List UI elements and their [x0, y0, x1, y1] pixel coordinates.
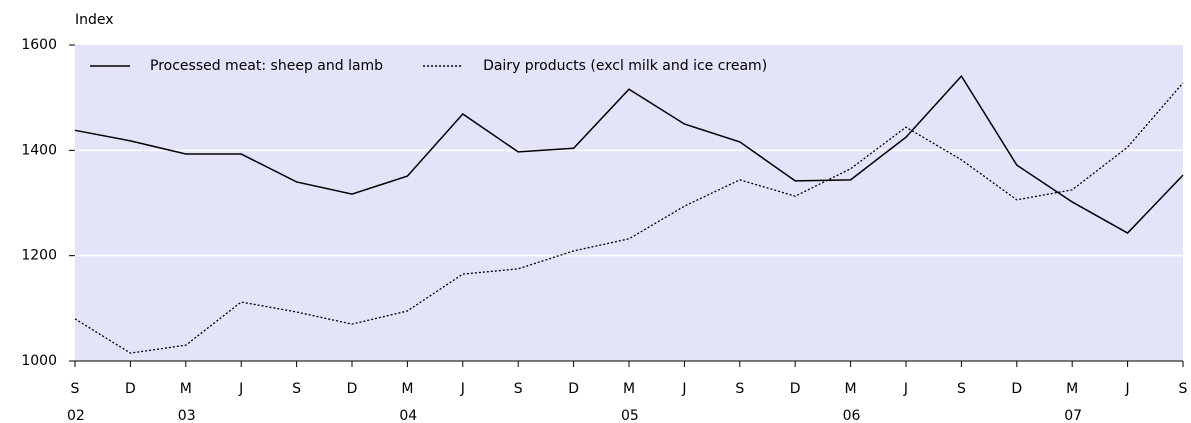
x-tick-label: S: [71, 381, 80, 397]
year-label: 04: [399, 408, 417, 423]
x-tick-label: J: [460, 381, 465, 397]
x-tick-label: S: [735, 381, 744, 397]
x-tick-label: J: [681, 381, 686, 397]
year-label: 02: [67, 408, 85, 423]
x-tick-label: M: [623, 381, 635, 397]
series-line: [74, 74, 1184, 234]
x-tick-label: D: [568, 381, 579, 397]
year-label: 06: [843, 408, 861, 423]
year-label: 05: [621, 408, 639, 423]
x-tick-label: D: [347, 381, 358, 397]
legend-label: Dairy products (excl milk and ice cream): [483, 58, 767, 74]
y-tick-label: 1200: [21, 248, 57, 264]
x-tick-label: D: [790, 381, 801, 397]
y-tick-label: 1600: [21, 37, 57, 53]
year-label: 03: [178, 408, 196, 423]
year-label: 07: [1064, 408, 1082, 423]
x-tick-label: M: [180, 381, 192, 397]
legend-label: Processed meat: sheep and lamb: [150, 58, 383, 74]
x-tick-label: M: [845, 381, 857, 397]
y-tick-label: 1000: [21, 353, 57, 369]
x-tick-label: J: [238, 381, 243, 397]
y-axis-label: Index: [75, 12, 114, 28]
x-tick-label: M: [401, 381, 413, 397]
x-tick-label: D: [1011, 381, 1022, 397]
x-tick-label: J: [903, 381, 908, 397]
y-tick-label: 1400: [21, 142, 57, 158]
x-tick-label: M: [1066, 381, 1078, 397]
x-tick-label: J: [1125, 381, 1130, 397]
x-tick-label: S: [957, 381, 966, 397]
x-tick-label: S: [514, 381, 523, 397]
x-tick-label: S: [1179, 381, 1188, 397]
x-tick-label: S: [292, 381, 301, 397]
x-tick-label: D: [125, 381, 136, 397]
plot-area: [75, 45, 1183, 361]
